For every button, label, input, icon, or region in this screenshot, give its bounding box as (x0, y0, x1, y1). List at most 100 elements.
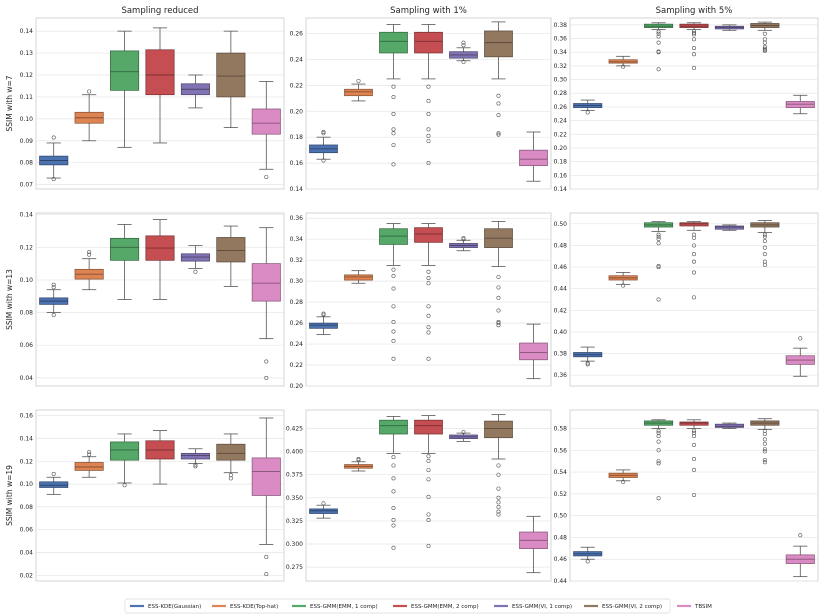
y-tick-label: 0.22 (554, 131, 568, 138)
box-ess-gmm-emm-2-comp- (145, 430, 175, 485)
box-tbsim (251, 81, 281, 179)
y-tick-label: 0.325 (286, 518, 303, 525)
y-tick-label: 0.32 (290, 257, 304, 264)
outlier-point (87, 252, 92, 257)
y-tick-label: 0.10 (20, 277, 34, 284)
outlier-point (691, 467, 696, 472)
outlier-point (321, 312, 326, 317)
y-tick-label: 0.16 (20, 413, 34, 420)
outlier-point (264, 359, 269, 364)
outlier-point (762, 458, 767, 463)
outlier-point (691, 492, 696, 497)
box-ess-kde-top-hat- (344, 78, 373, 102)
outlier-point (391, 142, 396, 147)
outlier-point (762, 48, 767, 53)
y-tick-label: 0.06 (20, 342, 34, 349)
plot-area (569, 17, 819, 190)
box-ess-gmm-emm-2-comp- (679, 419, 709, 497)
outlier-point (461, 60, 466, 65)
box-ess-gmm-emm-1-comp- (379, 416, 408, 550)
box-ess-gmm-emm-2-comp- (145, 27, 175, 144)
outlier-point (391, 273, 396, 278)
outlier-point (264, 174, 269, 179)
y-tick-label: 0.20 (290, 383, 304, 390)
y-tick-label: 0.38 (554, 351, 568, 358)
outlier-point (391, 356, 396, 361)
box-ess-gmm-emm-1-comp- (110, 30, 140, 148)
outlier-point (656, 263, 661, 268)
outlier-point (585, 559, 590, 564)
legend-label: ESS-KDE(Top-hat) (230, 604, 278, 610)
outlier-point (391, 162, 396, 167)
outlier-point (656, 428, 661, 433)
outlier-point (391, 127, 396, 132)
outlier-point (656, 459, 661, 464)
outlier-point (426, 84, 431, 89)
outlier-point (391, 489, 396, 494)
outlier-point (656, 241, 661, 246)
box-iqr (309, 508, 338, 514)
legend-label: ESS-GMM(VI, 1 comp) (512, 604, 572, 610)
outlier-point (762, 40, 767, 45)
outlier-point (496, 321, 501, 326)
y-tick-label: 0.28 (554, 90, 568, 97)
outlier-point (426, 325, 431, 330)
box-ess-gmm-vi-1-comp- (449, 430, 478, 442)
outlier-point (51, 282, 56, 287)
row-label-2: SSIM with w=13 (5, 269, 14, 330)
outlier-point (656, 34, 661, 39)
box-ess-gmm-emm-1-comp- (379, 223, 408, 361)
outlier-point (656, 67, 661, 72)
box-ess-gmm-emm-1-comp- (110, 224, 140, 300)
outlier-point (691, 457, 696, 462)
outlier-point (585, 110, 590, 115)
y-tick-label: 0.12 (20, 458, 34, 465)
outlier-point (496, 512, 501, 517)
y-tick-label: 0.04 (20, 375, 34, 382)
box-iqr (180, 452, 210, 460)
box-iqr (344, 88, 373, 97)
outlier-point (122, 483, 127, 488)
y-tick-label: 0.18 (290, 134, 304, 141)
y-tick-label: 0.36 (290, 215, 304, 222)
y-tick-label: 0.07 (20, 182, 34, 189)
outlier-point (585, 362, 590, 367)
y-tick-label: 0.34 (554, 49, 568, 56)
outlier-point (321, 131, 326, 136)
outlier-point (461, 43, 466, 48)
outlier-point (391, 545, 396, 550)
y-tick-label: 0.46 (554, 264, 568, 271)
outlier-point (193, 464, 198, 469)
outlier-point (193, 269, 198, 274)
outlier-point (426, 313, 431, 318)
panel-r1-c1: 0.07 0.08 0.09 0.10 0.11 0.12 0.13 0.14 (20, 17, 285, 190)
outlier-point (496, 463, 501, 468)
outlier-point (762, 46, 767, 51)
y-tick-label: 0.14 (20, 436, 34, 443)
outlier-point (496, 295, 501, 300)
y-tick-label: 0.10 (20, 116, 34, 123)
box-ess-gmm-vi-1-comp- (449, 236, 478, 252)
outlier-point (496, 274, 501, 279)
outlier-point (496, 500, 501, 505)
y-tick-label: 0.06 (20, 527, 34, 534)
panel-r3-c1: 0.02 0.04 0.06 0.08 0.10 0.12 0.14 0.16 (20, 409, 285, 582)
outlier-point (391, 455, 396, 460)
box-ess-gmm-vi-2-comp- (750, 418, 780, 465)
box-ess-gmm-vi-1-comp- (180, 448, 210, 469)
box-tbsim (785, 336, 815, 377)
outlier-point (762, 239, 767, 244)
outlier-point (391, 320, 396, 325)
box-iqr (145, 49, 175, 96)
y-tick-label: 0.04 (20, 550, 34, 557)
panel-r3-c3: 0.44 0.46 0.48 0.50 0.52 0.54 0.56 0.58 (554, 409, 819, 585)
legend-label: ESS-GMM(EMM, 2 comp) (411, 604, 479, 610)
outlier-point (426, 494, 431, 499)
panel-r2-c3: 0.36 0.38 0.40 0.42 0.44 0.46 0.48 0.50 (554, 212, 819, 387)
outlier-point (798, 336, 803, 341)
outlier-point (426, 133, 431, 138)
y-tick-label: 0.12 (20, 244, 34, 251)
y-tick-label: 0.32 (554, 63, 568, 70)
box-ess-gmm-vi-1-comp- (714, 24, 744, 31)
box-ess-kde-gaussian- (39, 471, 69, 495)
